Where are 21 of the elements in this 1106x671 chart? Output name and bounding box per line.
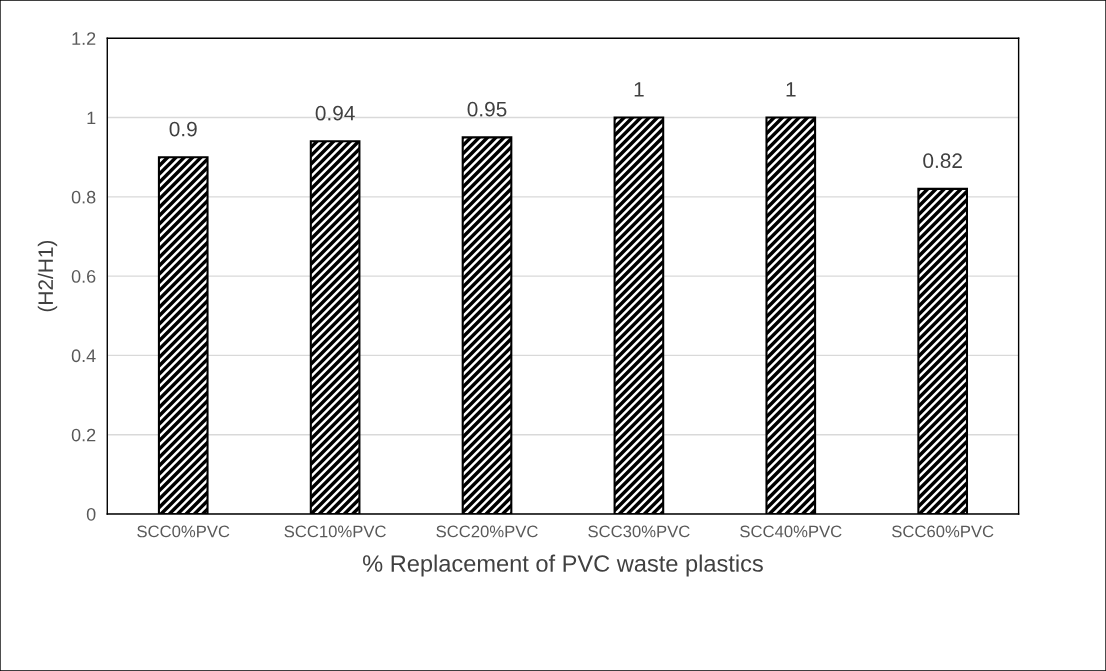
data-label: 0.94 [315, 105, 355, 121]
data-label: 0.95 [467, 101, 507, 117]
y-tick-label: 1.2 [72, 32, 96, 45]
y-tick-label: 0.6 [71, 270, 96, 283]
x-tick-label: SCC20%PVC [436, 525, 538, 538]
y-tick-label: 0.8 [71, 190, 96, 204]
y-tick-label: 0.2 [71, 428, 96, 442]
x-tick-label: SCC10%PVC [284, 525, 386, 538]
data-label: 0.82 [923, 153, 962, 169]
data-label: 1 [786, 82, 796, 97]
y-tick-label: 1 [87, 111, 96, 125]
y-tick-label: 0 [86, 507, 96, 521]
y-tick-label: 0.4 [71, 349, 96, 363]
x-axis-title: % Replacement of PVC waste plastics [363, 554, 763, 577]
x-tick-label: SCC40%PVC [740, 525, 842, 538]
x-tick-label: SCC60%PVC [892, 525, 994, 538]
data-label: 0.9 [169, 121, 197, 137]
x-tick-label: SCC30%PVC [588, 525, 690, 538]
data-label: 1 [634, 82, 644, 97]
x-tick-label: SCC0%PVC [137, 525, 230, 538]
y-axis-title: (H2/H1) [37, 240, 58, 312]
